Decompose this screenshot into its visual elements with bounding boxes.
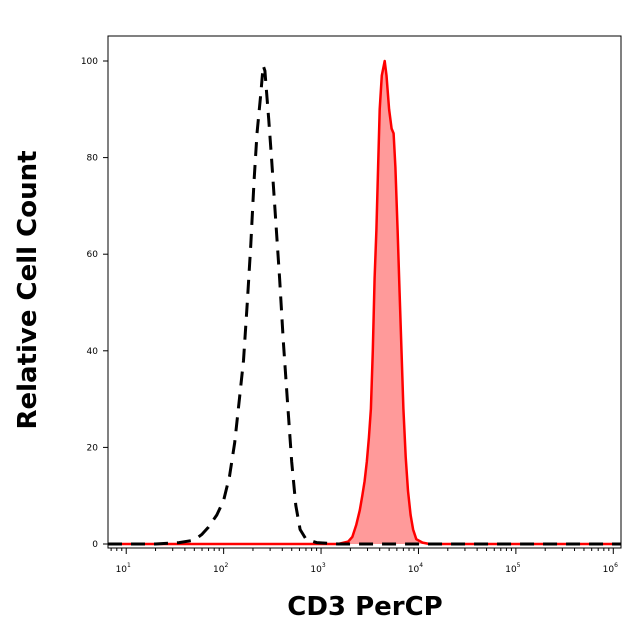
x-tick-label: 103 (310, 562, 325, 575)
plot-frame (107, 35, 622, 549)
x-axis-title: CD3 PerCP (287, 592, 442, 622)
x-axis: 101 102 103 104 105 106 (110, 548, 618, 575)
y-axis: 0 20 40 60 80 100 (81, 57, 108, 550)
series-0-line (108, 64, 621, 546)
y-tick-label: 100 (81, 57, 98, 67)
x-tick-label: 104 (408, 562, 423, 575)
y-tick-label: 40 (87, 347, 99, 357)
plot-area (108, 59, 621, 546)
x-tick-label: 105 (505, 562, 520, 575)
series-1-line (108, 59, 621, 546)
y-tick-label: 20 (87, 443, 99, 453)
x-tick-label: 101 (116, 562, 131, 575)
y-tick-label: 80 (87, 154, 99, 164)
x-tick-label: 106 (603, 562, 618, 575)
x-tick-label: 102 (213, 562, 228, 575)
y-tick-label: 0 (92, 540, 98, 550)
y-axis-title: Relative Cell Count (13, 150, 43, 429)
y-tick-label: 60 (87, 250, 99, 260)
